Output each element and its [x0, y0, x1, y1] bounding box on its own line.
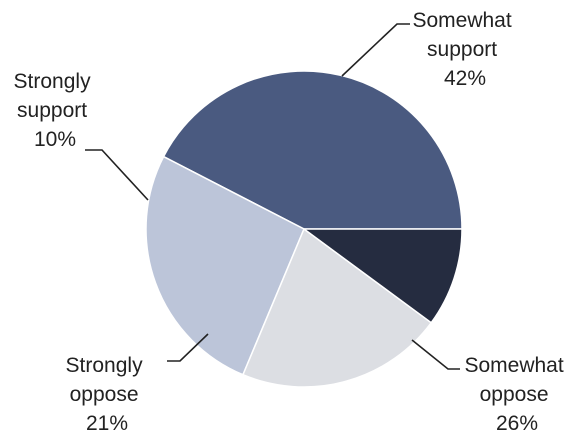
leader-line-strongly-oppose — [167, 333, 209, 362]
leader-lines — [85, 23, 460, 370]
pie-slices — [145, 70, 463, 388]
pie-slice-somewhat-support — [162, 70, 463, 230]
label-somewhat-oppose-line2: oppose — [480, 383, 549, 406]
label-strongly-oppose: Strongly oppose 21% — [66, 354, 149, 435]
label-strongly-support: Strongly support 10% — [14, 70, 97, 151]
label-strongly-oppose-line1: Strongly — [66, 354, 144, 377]
label-strongly-support-pct: 10% — [34, 128, 76, 151]
leader-line-somewhat-support — [341, 23, 410, 77]
label-somewhat-support-line2: support — [427, 38, 497, 61]
label-somewhat-oppose-line1: Somewhat — [464, 354, 563, 377]
label-somewhat-support: Somewhat support 42% — [412, 9, 517, 90]
label-strongly-support-line1: Strongly — [14, 70, 92, 93]
label-somewhat-oppose-pct: 26% — [496, 412, 538, 435]
label-somewhat-support-line1: Somewhat — [412, 9, 511, 32]
leader-line-somewhat-oppose — [411, 339, 460, 370]
label-somewhat-support-pct: 42% — [444, 67, 486, 90]
label-strongly-support-line2: support — [17, 99, 87, 122]
pie-slice-strongly-oppose — [241, 227, 433, 388]
pie-slice-strongly-support — [301, 228, 463, 324]
label-somewhat-oppose: Somewhat oppose 26% — [464, 354, 569, 435]
leader-line-strongly-support — [85, 149, 149, 201]
label-strongly-oppose-line2: oppose — [70, 383, 139, 406]
label-strongly-oppose-pct: 21% — [86, 412, 128, 435]
pie-slice-somewhat-oppose — [145, 155, 305, 376]
